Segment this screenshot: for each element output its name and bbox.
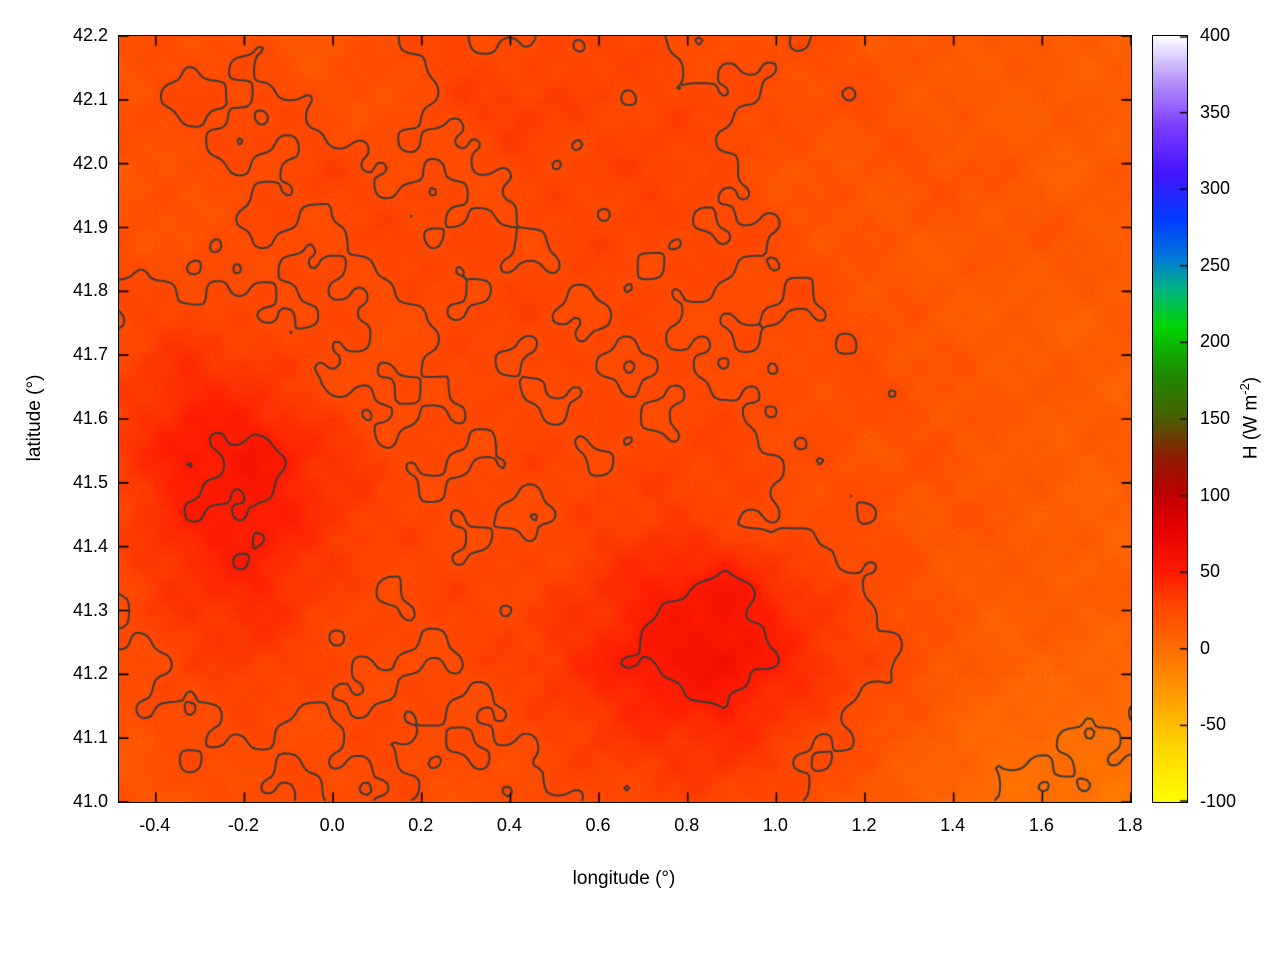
- colorbar-tick-label: 100: [1200, 484, 1231, 505]
- x-tick-label: 0.4: [496, 815, 522, 835]
- x-tick-label: -0.4: [139, 815, 171, 835]
- y-tick-label: 41.1: [72, 727, 108, 748]
- x-tick-label: 0.6: [585, 815, 611, 835]
- x-tick-label: 1.6: [1028, 815, 1054, 835]
- x-tick-label: 1.0: [762, 815, 788, 835]
- x-tick-label: 1.2: [851, 815, 877, 835]
- colorbar-tick-label: 250: [1200, 254, 1231, 275]
- y-tick-label: 41.0: [72, 791, 108, 811]
- x-tick-label: 1.8: [1117, 815, 1143, 835]
- colorbar-tick-label: 150: [1200, 408, 1231, 428]
- colorbar-axis-label: H (W m-2): [1232, 35, 1262, 801]
- y-tick-label: 41.3: [72, 599, 108, 620]
- heatmap-plot-canvas: [118, 35, 1132, 803]
- colorbar-tick-label: 200: [1200, 331, 1231, 352]
- colorbar-tick-label: -100: [1200, 791, 1237, 811]
- colorbar-tick-label: 400: [1200, 25, 1231, 45]
- y-tick-label: 41.7: [72, 344, 108, 365]
- y-tick-label: 41.2: [72, 663, 108, 684]
- y-tick-label: 41.4: [72, 535, 108, 556]
- colorbar-canvas: [1152, 35, 1188, 803]
- x-tick-label: 0.0: [319, 815, 345, 835]
- x-axis-label: longitude (°): [572, 868, 676, 889]
- colorbar-tick-label: 350: [1200, 101, 1231, 122]
- y-tick-label: 42.2: [72, 25, 108, 45]
- y-tick-label: 41.6: [72, 408, 108, 428]
- x-tick-label: 0.8: [674, 815, 700, 835]
- x-tick-label: 0.2: [408, 815, 434, 835]
- y-tick-label: 42.0: [72, 152, 108, 173]
- colorbar-label-prefix: H (W m: [1240, 394, 1262, 460]
- colorbar-tick-label: -50: [1200, 714, 1227, 735]
- y-tick-label: 42.1: [72, 88, 108, 109]
- colorbar-tick-label: 0: [1200, 637, 1211, 658]
- y-tick-label: 41.5: [72, 471, 108, 492]
- y-tick-label: 41.9: [72, 216, 108, 237]
- colorbar-label-superscript: -2: [1237, 383, 1252, 395]
- y-tick-label: 41.8: [72, 280, 108, 301]
- colorbar-tick-label: 300: [1200, 178, 1231, 199]
- y-axis-label: latitude (°): [24, 374, 45, 462]
- x-tick-label: -0.2: [227, 815, 259, 835]
- colorbar-tick-label: 50: [1200, 561, 1221, 582]
- colorbar-label-suffix: ): [1240, 376, 1262, 384]
- x-tick-label: 1.4: [940, 815, 966, 835]
